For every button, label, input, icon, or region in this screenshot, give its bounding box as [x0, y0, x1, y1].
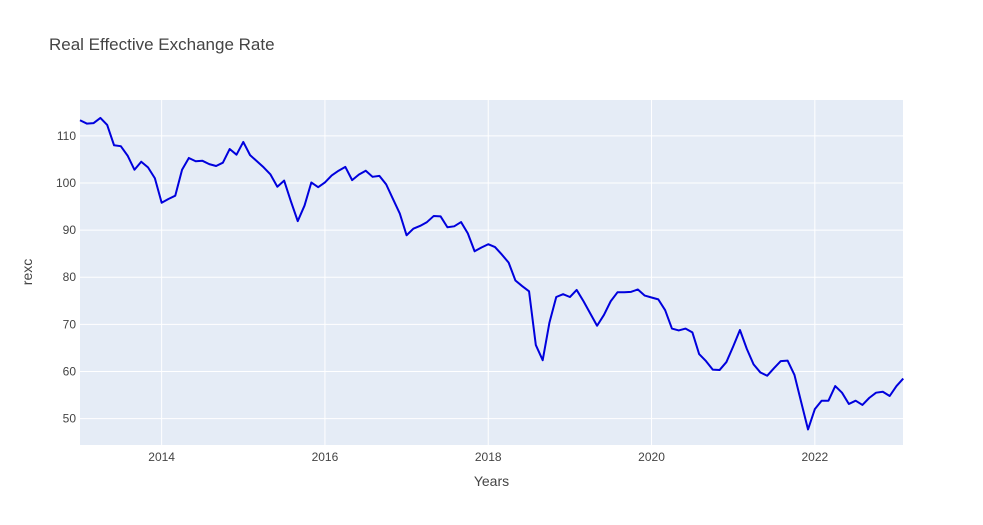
- y-gridlines: [80, 135, 903, 420]
- plot-area: [80, 100, 903, 445]
- y-axis-ticks: 50 60 70 80 90 100 110: [56, 129, 76, 426]
- x-tick-label: 2014: [148, 450, 175, 464]
- y-tick-label: 80: [63, 270, 77, 284]
- y-tick-label: 50: [63, 412, 77, 426]
- y-tick-label: 70: [63, 317, 77, 331]
- x-tick-label: 2020: [638, 450, 665, 464]
- x-axis-title: Years: [474, 473, 509, 489]
- x-tick-label: 2022: [801, 450, 828, 464]
- y-tick-label: 110: [57, 129, 76, 143]
- x-tick-label: 2016: [312, 450, 339, 464]
- series-line: [79, 116, 904, 431]
- x-axis-ticks: 2014 2016 2018 2020 2022: [148, 450, 828, 464]
- y-tick-label: 100: [56, 176, 76, 190]
- chart-title: Real Effective Exchange Rate: [49, 35, 275, 54]
- y-tick-label: 90: [63, 223, 77, 237]
- x-gridlines: [161, 100, 816, 445]
- y-axis-title: rexc: [19, 259, 35, 285]
- x-tick-label: 2018: [475, 450, 502, 464]
- y-tick-label: 60: [63, 364, 77, 378]
